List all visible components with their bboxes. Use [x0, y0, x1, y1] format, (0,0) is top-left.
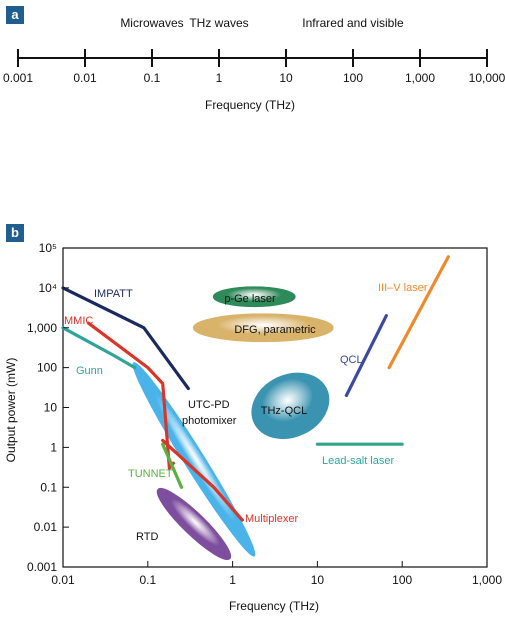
axis-a-tick-label: 0.01	[73, 71, 97, 85]
label-tunnet: TUNNET	[128, 468, 173, 480]
axis-a-tick-label: 10	[279, 71, 293, 85]
x-tick-label: 100	[392, 573, 412, 587]
axis-b-xlabel: Frequency (THz)	[229, 599, 319, 613]
label-gunn: Gunn	[76, 365, 103, 377]
label-lead-salt-laser: Lead-salt laser	[322, 455, 394, 467]
series-qcl	[344, 314, 388, 398]
band-label: THz waves	[189, 16, 248, 30]
region-thz-qcl	[251, 372, 330, 440]
series-gunn	[61, 326, 137, 370]
label-qcl: QCL	[340, 354, 363, 366]
y-tick-label: 0.001	[27, 560, 57, 574]
label-dfg-parametric: DFG, parametric	[234, 324, 316, 336]
y-tick-label: 10⁴	[38, 281, 57, 295]
region-rtd	[156, 487, 232, 560]
frequency-spectrum-axis: 0.001 0.01 0.1 1 10 100 1,000 10,000 Microwaves…	[3, 16, 505, 112]
panel-b-tag: b	[6, 224, 24, 242]
label-rtd: RTD	[136, 531, 158, 543]
label-multiplexer: Multiplexer	[245, 513, 299, 525]
region-p-ge-laser	[212, 286, 296, 308]
panel-a-tag: a	[6, 6, 24, 24]
y-tick-label: 1	[50, 440, 57, 454]
x-tick-label: 10	[311, 573, 325, 587]
axis-a-tick-label: 0.1	[144, 71, 161, 85]
axis-a-xlabel: Frequency (THz)	[205, 98, 295, 112]
x-tick-label: 1,000	[472, 573, 502, 587]
region-dfg-parametric	[192, 313, 334, 343]
band-label: Microwaves	[120, 16, 183, 30]
label-iiiv-laser: III–V laser	[378, 282, 428, 294]
x-tick-label: 0.1	[139, 573, 156, 587]
y-tick-label: 100	[37, 361, 57, 375]
y-tick-label: 10⁵	[39, 241, 57, 255]
x-tick-label: 0.01	[51, 573, 75, 587]
label-thz-qcl: THz-QCL	[261, 405, 307, 417]
axis-a-tick-label: 0.001	[3, 71, 33, 85]
series-tunnet	[161, 442, 184, 489]
axis-a-tick-label: 100	[343, 71, 363, 85]
x-tick-label: 1	[229, 573, 236, 587]
series-iii-v-laser	[387, 255, 450, 370]
y-tick-label: 0.01	[34, 520, 58, 534]
y-tick-label: 0.1	[40, 480, 57, 494]
axis-a-tick-label: 1,000	[405, 71, 435, 85]
axis-b-ylabel: Output power (mW)	[4, 358, 18, 463]
y-tick-label: 10	[44, 401, 58, 415]
label-impatt: IMPATT	[94, 288, 133, 300]
label-mmic: MMIC	[64, 315, 93, 327]
label-utc-pd: UTC-PD	[188, 399, 230, 411]
label-photomixer: photomixer	[182, 415, 237, 427]
label-pge-laser: p-Ge laser	[224, 293, 276, 305]
y-tick-label: 1,000	[27, 321, 57, 335]
series-impatt	[61, 286, 190, 391]
band-label: Infrared and visible	[302, 16, 404, 30]
axis-a-tick-label: 1	[216, 71, 223, 85]
axis-a-tick-label: 10,000	[469, 71, 505, 85]
series-multiplexer	[161, 438, 244, 522]
